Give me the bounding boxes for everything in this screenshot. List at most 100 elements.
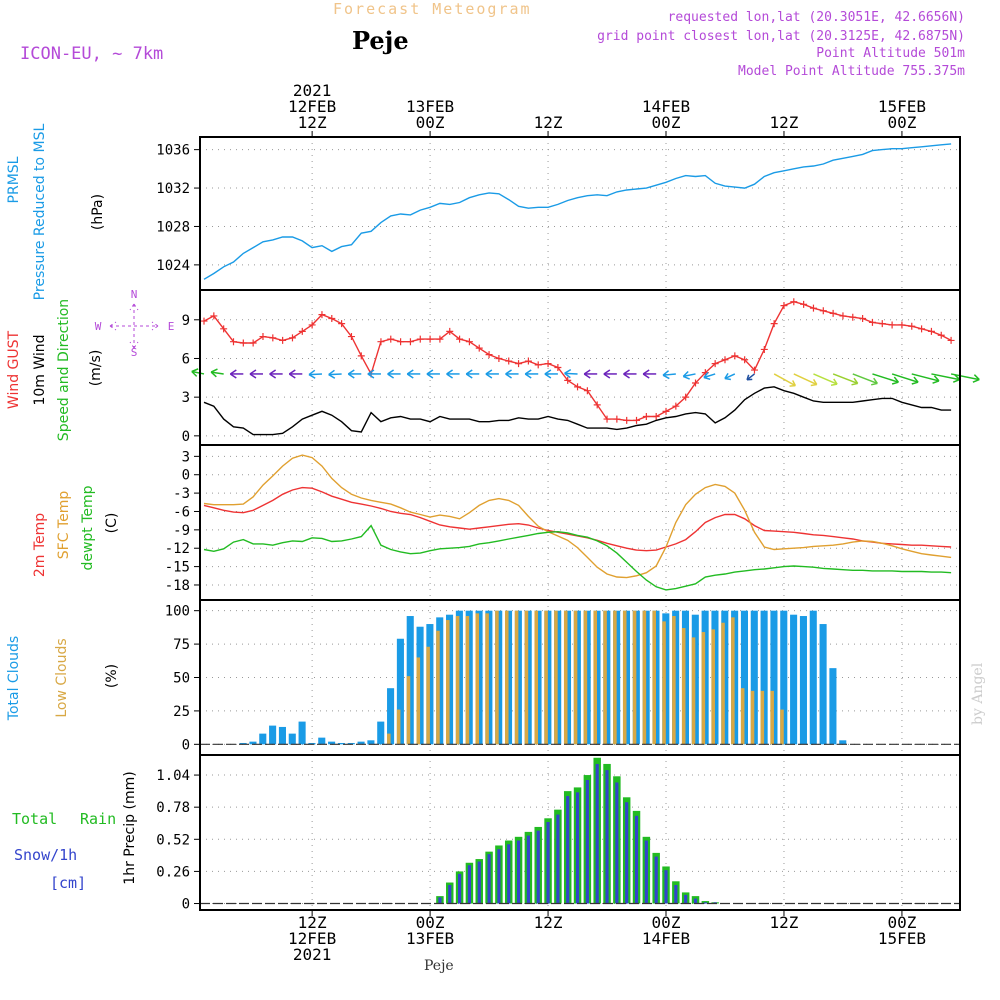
low-cloud-bar: [485, 613, 489, 745]
total-cloud-bar: [387, 688, 395, 745]
low-cloud-bar: [672, 616, 676, 745]
gust-marker: [633, 416, 641, 424]
snow-bar: [634, 815, 639, 904]
low-cloud-bar: [662, 621, 666, 745]
bottom-time-label: 13FEB: [406, 929, 454, 948]
panel-precip: [194, 754, 961, 911]
wind-arrowhead: [347, 369, 355, 379]
gust-marker: [731, 352, 739, 360]
total-cloud-bar: [750, 610, 758, 745]
low-cloud-bar: [711, 629, 715, 745]
low-cloud-bar: [632, 610, 637, 745]
low-cloud-bar: [446, 620, 450, 745]
gust-marker: [800, 300, 808, 308]
total-cloud-bar: [790, 614, 798, 745]
low-cloud-bar: [622, 610, 627, 745]
gust-marker: [564, 376, 572, 384]
wind-arrowhead: [662, 370, 670, 380]
axis-title-dewpt-temp: dewpt Temp: [80, 485, 96, 570]
gust-marker: [554, 364, 562, 371]
wind-arrow: [662, 373, 676, 376]
low-cloud-bar: [387, 733, 391, 745]
low-cloud-bar: [563, 610, 568, 745]
wind-arrowhead: [288, 369, 296, 379]
low-cloud-bar: [760, 690, 765, 745]
gridpoint-coords: grid point closest lon,lat (20.3125E, 42…: [597, 29, 965, 44]
bottom-time-label: 12Z: [534, 913, 563, 932]
gust-marker: [623, 416, 631, 424]
gust-marker: [200, 317, 208, 325]
gust-marker: [534, 361, 542, 369]
low-cloud-bar: [396, 709, 401, 745]
wind-arrowhead: [871, 377, 878, 386]
gust-marker: [406, 338, 414, 346]
wind-arrow: [724, 373, 736, 380]
top-time-label: 12Z: [770, 113, 799, 132]
gust-marker: [839, 312, 847, 320]
wind-arrowhead: [524, 369, 532, 379]
wind-arrowhead: [387, 369, 395, 379]
wind-arrowhead: [446, 369, 453, 379]
y-tick-label: -15: [165, 560, 190, 576]
low-cloud-bar: [465, 616, 470, 745]
legend-rain: Rain: [80, 810, 116, 828]
y-tick-label: 9: [182, 313, 190, 329]
gust-marker: [279, 336, 287, 344]
wind-arrowhead: [746, 374, 753, 381]
axis-title-speed-direction: Speed and Direction: [56, 299, 72, 441]
snow-bar: [654, 856, 658, 904]
compass-n: N: [131, 288, 138, 301]
top-time-label: 00Z: [652, 113, 681, 132]
gust-marker: [338, 320, 346, 328]
total-cloud-bar: [819, 624, 827, 745]
y-tick-label: 3: [182, 390, 190, 406]
series-line: [203, 454, 952, 579]
gust-marker: [347, 333, 355, 341]
axis-unit-wind: (m/s): [88, 350, 104, 387]
total-cloud-bar: [337, 742, 345, 745]
wind-arrow: [891, 373, 919, 383]
wind-arrowhead: [210, 368, 218, 378]
y-tick-label: 50: [173, 671, 190, 687]
gust-marker: [318, 311, 326, 319]
wind-arrowhead: [465, 369, 473, 379]
gust-marker: [269, 334, 277, 342]
axis-title-gust: Wind GUST: [6, 330, 22, 409]
gust-marker: [210, 312, 218, 320]
legend-cm: [cm]: [50, 874, 86, 892]
low-cloud-bar: [554, 610, 558, 745]
total-cloud-bar: [396, 638, 404, 745]
series-line: [203, 386, 952, 436]
y-tick-label: -18: [165, 578, 190, 594]
gust-marker: [760, 345, 768, 353]
wind-arrow: [564, 372, 578, 375]
bottom-time-label: 00Z: [887, 913, 916, 932]
gust-marker: [259, 333, 267, 341]
snow-bar: [684, 894, 688, 904]
snow-bar: [595, 763, 599, 904]
snow-bar: [644, 840, 648, 904]
gust-marker: [711, 360, 719, 368]
gust-marker: [593, 401, 601, 409]
snow-bar: [625, 802, 629, 904]
wind-arrowhead: [911, 376, 919, 385]
low-cloud-bar: [681, 628, 686, 745]
snow-bar: [605, 770, 609, 904]
wind-arrowhead: [564, 368, 572, 379]
panel-frame: [199, 136, 961, 291]
bottom-time-label: 12FEB: [288, 929, 336, 948]
total-cloud-bar: [239, 742, 247, 745]
gust-marker: [465, 338, 473, 346]
low-cloud-bar: [504, 610, 509, 745]
low-cloud-bar: [593, 610, 598, 745]
axis-unit-temp: (C): [104, 513, 120, 534]
gust-marker: [239, 339, 247, 347]
wind-arrow: [308, 373, 322, 376]
top-time-label: 14FEB: [642, 97, 690, 116]
y-tick-label: 25: [173, 704, 190, 720]
gust-marker: [927, 327, 935, 335]
wind-arrowhead: [603, 369, 611, 379]
gust-marker: [298, 327, 306, 335]
snow-bar: [497, 849, 501, 904]
snow-bar: [566, 796, 570, 904]
